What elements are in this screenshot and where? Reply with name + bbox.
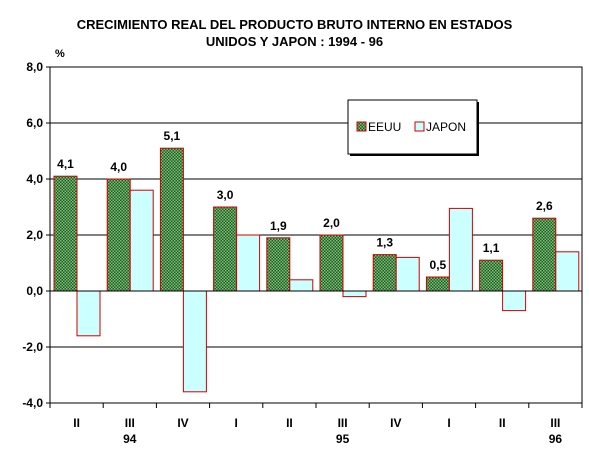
- chart-title-line-1: CRECIMIENTO REAL DEL PRODUCTO BRUTO INTE…: [76, 17, 513, 32]
- data-label-eeuu: 4,0: [110, 160, 127, 174]
- legend-label-japon: JAPON: [426, 120, 466, 134]
- x-tick-label: III: [550, 416, 560, 430]
- bar-japon: [555, 251, 580, 292]
- y-tick-label: -2,0: [22, 340, 43, 354]
- y-tick-label: -4,0: [22, 396, 43, 410]
- x-tick-label: IV: [390, 416, 401, 430]
- y-tick-label: 4,0: [26, 172, 43, 186]
- legend-swatch-japon: [414, 121, 425, 132]
- bar-japon: [129, 189, 154, 292]
- bar-eeuu: [106, 178, 131, 292]
- bar-eeuu: [319, 234, 344, 292]
- x-tick-label: IV: [177, 416, 188, 430]
- x-year-label: 96: [549, 432, 563, 446]
- legend: [347, 99, 478, 155]
- data-label-eeuu: 1,3: [376, 236, 393, 250]
- data-label-eeuu: 1,1: [483, 241, 500, 255]
- x-tick-label: II: [499, 416, 506, 430]
- legend-swatch-eeuu: [356, 121, 367, 132]
- bar-japon: [76, 290, 101, 337]
- x-year-label: 95: [336, 432, 350, 446]
- bar-eeuu: [479, 259, 504, 292]
- chart-title-line-2: UNIDOS Y JAPON : 1994 - 96: [205, 34, 384, 49]
- bar-eeuu: [159, 147, 184, 292]
- bar-japon: [448, 207, 473, 292]
- bar-eeuu: [532, 217, 557, 292]
- x-year-label: 94: [123, 432, 137, 446]
- y-tick-label: 6,0: [26, 116, 43, 130]
- bar-japon: [395, 256, 420, 292]
- y-axis-unit-label: %: [55, 48, 65, 60]
- bar-eeuu: [266, 237, 291, 292]
- x-tick-label: III: [125, 416, 135, 430]
- data-label-eeuu: 3,0: [217, 188, 234, 202]
- bar-japon: [182, 290, 207, 393]
- bar-japon: [289, 279, 314, 292]
- data-label-eeuu: 4,1: [57, 157, 74, 171]
- x-tick-label: III: [338, 416, 348, 430]
- bar-japon: [236, 234, 261, 292]
- y-tick-label: 2,0: [26, 228, 43, 242]
- data-label-eeuu: 5,1: [164, 129, 181, 143]
- data-label-eeuu: 0,5: [430, 258, 447, 272]
- bar-eeuu: [425, 276, 450, 292]
- y-tick-label: 0,0: [26, 284, 43, 298]
- x-tick-label: I: [447, 416, 450, 430]
- bar-eeuu: [213, 206, 238, 292]
- bar-eeuu: [372, 254, 397, 292]
- data-label-eeuu: 2,0: [323, 216, 340, 230]
- y-tick-label: 8,0: [26, 60, 43, 74]
- data-label-eeuu: 1,9: [270, 219, 287, 233]
- x-tick-label: II: [73, 416, 80, 430]
- x-tick-label: II: [286, 416, 293, 430]
- legend-label-eeuu: EEUU: [368, 120, 401, 134]
- x-tick-label: I: [235, 416, 238, 430]
- bar-japon: [502, 290, 527, 312]
- bar-eeuu: [53, 175, 78, 292]
- data-label-eeuu: 2,6: [536, 199, 553, 213]
- bar-japon: [342, 290, 367, 298]
